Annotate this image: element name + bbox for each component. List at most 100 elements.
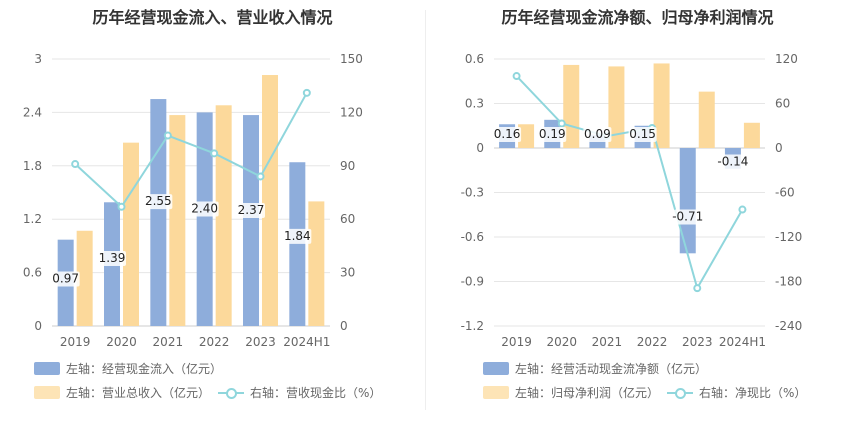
legend-item-revenue[interactable]: 左轴：营业总收入（亿元）	[34, 384, 210, 401]
bar	[150, 99, 167, 326]
legend-item-cash-revenue-ratio[interactable]: 右轴：营收现金比（%）	[218, 384, 381, 401]
bar	[518, 124, 535, 148]
bar	[289, 162, 306, 326]
bar	[698, 91, 715, 148]
legend-item-net-profit[interactable]: 左轴：归母净利润（亿元）	[483, 384, 659, 401]
y-left-tick-label: -0.3	[461, 186, 484, 200]
line-point	[302, 88, 311, 97]
y-left-tick-label: -1.2	[461, 319, 484, 333]
y-right-tick-label: 0	[340, 319, 348, 333]
data-label-bg	[144, 194, 173, 210]
line-point	[71, 160, 80, 169]
legend-label: 右轴：净现比（%）	[699, 386, 807, 400]
chart-title: 历年经营现金流净额、归母净利润情况	[501, 8, 774, 27]
legend-swatch-line	[667, 386, 693, 399]
bar	[262, 75, 278, 327]
line-point	[738, 205, 747, 214]
bar-data-label: -0.71	[672, 209, 703, 223]
x-tick-label: 2024H1	[719, 335, 766, 349]
y-right-tick-label: 30	[340, 266, 355, 280]
legend-label: 左轴：营业总收入（亿元）	[66, 386, 211, 400]
bar	[76, 230, 93, 326]
y-right-tick-label: -180	[775, 275, 802, 289]
legend-item-net-operating-cash[interactable]: 左轴：经营活动现金流净额（亿元）	[483, 360, 707, 377]
legend-label: 右轴：营收现金比（%）	[250, 386, 382, 400]
data-label-bg	[628, 127, 657, 142]
bar	[653, 63, 670, 149]
legend-item-net-cash-ratio[interactable]: 右轴：净现比（%）	[667, 384, 806, 401]
bar-data-label: 2.40	[191, 202, 218, 216]
chart-panel-netcash-netprofit: 历年经营现金流净额、归母净利润情况 -1.2 -0.9 -0.6 -0.3 0 0.3 0.…	[425, 0, 850, 437]
data-label-bg	[583, 127, 612, 142]
bar	[123, 142, 139, 326]
bar	[679, 148, 696, 254]
line-point	[117, 202, 126, 211]
x-tick-label: 2022	[199, 335, 230, 349]
y-left-tick-label: -0.6	[461, 230, 484, 244]
legend-swatch-bar	[483, 386, 509, 399]
legend-swatch-line	[218, 386, 244, 399]
legend-item-cash-inflow[interactable]: 左轴：经营现金流入（亿元）	[34, 360, 222, 377]
y-right-tick-label: 0	[775, 141, 783, 155]
x-tick-label: 2019	[60, 335, 91, 349]
line-point	[512, 72, 521, 81]
legend-label: 左轴：经营现金流入（亿元）	[66, 362, 223, 376]
y-left-tick-label: 3	[34, 52, 42, 66]
data-label-bg	[237, 202, 265, 218]
x-tick-label: 2022	[637, 335, 668, 349]
bar-data-label: 2.55	[145, 194, 172, 208]
legend-swatch-bar	[34, 362, 60, 375]
x-tick-label: 2024H1	[283, 335, 330, 349]
bar-data-label: 0.15	[629, 127, 656, 141]
y-left-tick-label: 1.2	[23, 212, 42, 226]
x-tick-label: 2023	[682, 335, 713, 349]
x-tick-label: 2019	[501, 335, 532, 349]
line-point	[693, 284, 702, 293]
legend-swatch-bar	[483, 362, 509, 375]
series-line	[74, 92, 308, 209]
y-right-tick-label: -60	[775, 186, 795, 200]
bar-data-label: 0.97	[52, 272, 79, 286]
x-tick-label: 2020	[546, 335, 577, 349]
y-left-tick-label: 0.6	[23, 266, 42, 280]
bar	[308, 201, 325, 326]
data-label-bg	[98, 250, 126, 266]
bar	[169, 115, 186, 326]
y-right-tick-label: 150	[340, 52, 363, 66]
chart-panel-cashflow-revenue: 历年经营现金流入、营业收入情况 0 0.6 1.2 1.8 2.4 3 0 30 60 90 120…	[23, 8, 382, 401]
data-label-bg	[538, 127, 567, 142]
bar-data-label: 0.16	[494, 127, 521, 141]
chart-plot-area: -1.2 -0.9 -0.6 -0.3 0 0.3 0.6 -240 -180 -120 -60 0 6…	[461, 52, 803, 349]
bar	[743, 122, 760, 148]
legend-label: 左轴：归母净利润（亿元）	[515, 386, 660, 400]
bar-data-label: -0.14	[717, 154, 748, 168]
y-left-tick-label: 0	[34, 319, 42, 333]
y-left-tick-label: 0	[476, 141, 484, 155]
line-point	[163, 131, 172, 140]
bar	[608, 66, 625, 148]
y-right-tick-label: 120	[340, 105, 363, 119]
bar-data-label: 2.37	[238, 203, 265, 217]
y-left-tick-label: -0.9	[461, 275, 484, 289]
panel-divider	[425, 10, 426, 410]
x-tick-label: 2021	[153, 335, 184, 349]
data-label-bg	[718, 154, 747, 170]
bar	[243, 115, 259, 326]
legend-swatch-bar	[34, 386, 60, 399]
bar-data-label: 0.09	[584, 127, 611, 141]
y-right-tick-label: 90	[340, 159, 355, 173]
data-label-bg	[51, 271, 80, 287]
bar-data-label: 1.84	[284, 229, 311, 243]
y-left-tick-label: 0.6	[465, 52, 484, 66]
x-tick-label: 2023	[245, 335, 276, 349]
y-right-tick-label: 60	[340, 212, 355, 226]
line-point	[557, 119, 566, 128]
x-tick-label: 2020	[106, 335, 137, 349]
y-right-tick-label: -240	[775, 319, 802, 333]
data-label-bg	[493, 127, 522, 142]
y-right-tick-label: 120	[775, 52, 798, 66]
bar	[196, 112, 213, 327]
data-label-bg	[283, 228, 312, 244]
y-left-tick-label: 1.8	[23, 159, 42, 173]
